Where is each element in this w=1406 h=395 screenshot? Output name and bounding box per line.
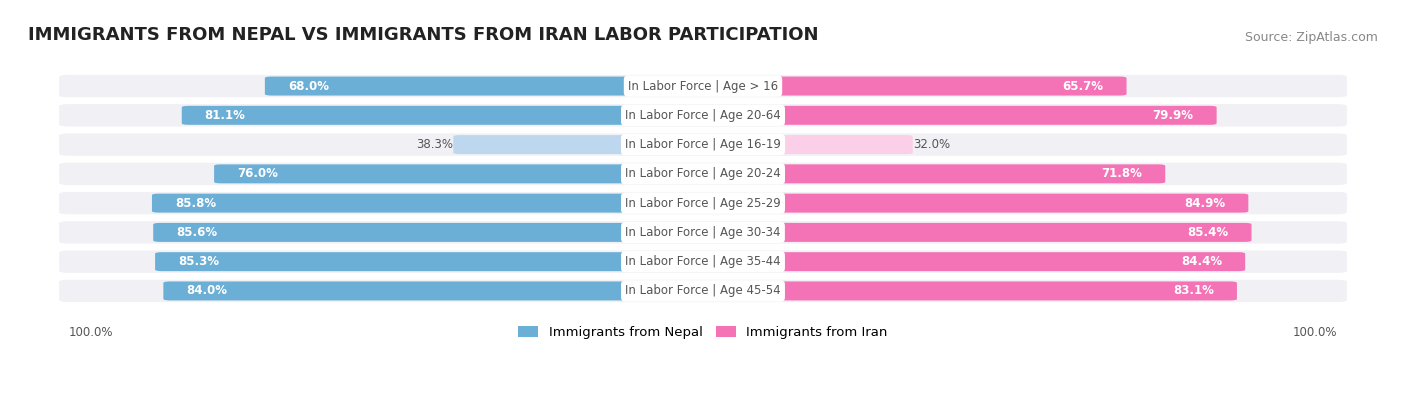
Text: 85.3%: 85.3% bbox=[179, 255, 219, 268]
FancyBboxPatch shape bbox=[696, 194, 1249, 213]
Legend: Immigrants from Nepal, Immigrants from Iran: Immigrants from Nepal, Immigrants from I… bbox=[513, 320, 893, 344]
FancyBboxPatch shape bbox=[696, 135, 912, 154]
FancyBboxPatch shape bbox=[59, 280, 1347, 302]
FancyBboxPatch shape bbox=[163, 282, 710, 301]
FancyBboxPatch shape bbox=[696, 164, 1166, 183]
FancyBboxPatch shape bbox=[264, 77, 710, 96]
Text: 79.9%: 79.9% bbox=[1153, 109, 1194, 122]
Text: 85.4%: 85.4% bbox=[1188, 226, 1229, 239]
Text: In Labor Force | Age 30-34: In Labor Force | Age 30-34 bbox=[626, 226, 780, 239]
FancyBboxPatch shape bbox=[59, 104, 1347, 126]
FancyBboxPatch shape bbox=[155, 252, 710, 271]
Text: 84.4%: 84.4% bbox=[1181, 255, 1222, 268]
FancyBboxPatch shape bbox=[59, 250, 1347, 273]
Text: Source: ZipAtlas.com: Source: ZipAtlas.com bbox=[1244, 31, 1378, 44]
Text: 84.9%: 84.9% bbox=[1184, 197, 1226, 210]
Text: In Labor Force | Age 35-44: In Labor Force | Age 35-44 bbox=[626, 255, 780, 268]
FancyBboxPatch shape bbox=[696, 252, 1246, 271]
FancyBboxPatch shape bbox=[152, 194, 710, 213]
FancyBboxPatch shape bbox=[59, 134, 1347, 156]
Text: 76.0%: 76.0% bbox=[238, 167, 278, 181]
Text: 68.0%: 68.0% bbox=[288, 79, 329, 92]
Text: IMMIGRANTS FROM NEPAL VS IMMIGRANTS FROM IRAN LABOR PARTICIPATION: IMMIGRANTS FROM NEPAL VS IMMIGRANTS FROM… bbox=[28, 26, 818, 44]
Text: In Labor Force | Age 16-19: In Labor Force | Age 16-19 bbox=[626, 138, 780, 151]
Text: 71.8%: 71.8% bbox=[1101, 167, 1142, 181]
Text: In Labor Force | Age 20-24: In Labor Force | Age 20-24 bbox=[626, 167, 780, 181]
Text: In Labor Force | Age 25-29: In Labor Force | Age 25-29 bbox=[626, 197, 780, 210]
Text: 81.1%: 81.1% bbox=[205, 109, 246, 122]
Text: 38.3%: 38.3% bbox=[416, 138, 453, 151]
Text: In Labor Force | Age 45-54: In Labor Force | Age 45-54 bbox=[626, 284, 780, 297]
FancyBboxPatch shape bbox=[59, 163, 1347, 185]
Text: 85.8%: 85.8% bbox=[174, 197, 217, 210]
FancyBboxPatch shape bbox=[696, 223, 1251, 242]
FancyBboxPatch shape bbox=[453, 135, 710, 154]
Text: In Labor Force | Age 20-64: In Labor Force | Age 20-64 bbox=[626, 109, 780, 122]
FancyBboxPatch shape bbox=[59, 221, 1347, 244]
FancyBboxPatch shape bbox=[181, 106, 710, 125]
Text: 32.0%: 32.0% bbox=[912, 138, 950, 151]
Text: 85.6%: 85.6% bbox=[176, 226, 218, 239]
Text: 65.7%: 65.7% bbox=[1063, 79, 1104, 92]
FancyBboxPatch shape bbox=[59, 75, 1347, 97]
Text: 83.1%: 83.1% bbox=[1173, 284, 1213, 297]
Text: 100.0%: 100.0% bbox=[1294, 326, 1337, 339]
Text: In Labor Force | Age > 16: In Labor Force | Age > 16 bbox=[628, 79, 778, 92]
FancyBboxPatch shape bbox=[696, 106, 1216, 125]
FancyBboxPatch shape bbox=[214, 164, 710, 183]
Text: 100.0%: 100.0% bbox=[69, 326, 112, 339]
Text: 84.0%: 84.0% bbox=[187, 284, 228, 297]
FancyBboxPatch shape bbox=[153, 223, 710, 242]
FancyBboxPatch shape bbox=[696, 282, 1237, 301]
FancyBboxPatch shape bbox=[59, 192, 1347, 214]
FancyBboxPatch shape bbox=[696, 77, 1126, 96]
